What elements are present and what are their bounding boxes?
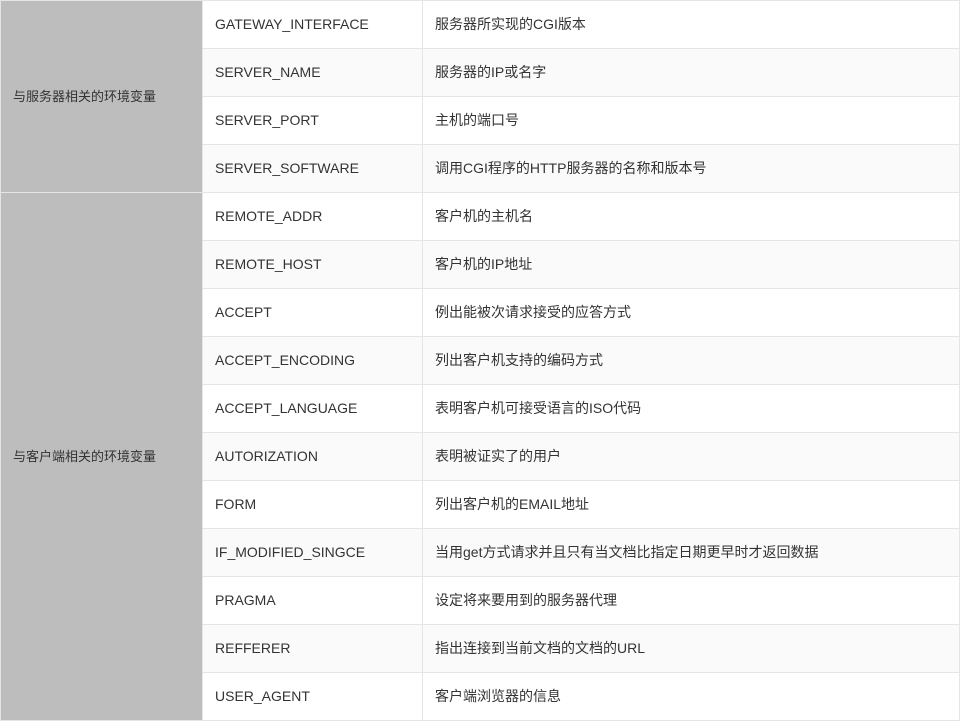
group-cell: 与客户端相关的环境变量 bbox=[1, 193, 203, 721]
variable-cell: REMOTE_HOST bbox=[203, 241, 423, 289]
variable-cell: SERVER_PORT bbox=[203, 97, 423, 145]
variable-cell: ACCEPT bbox=[203, 289, 423, 337]
variable-cell: SERVER_NAME bbox=[203, 49, 423, 97]
variable-cell: PRAGMA bbox=[203, 577, 423, 625]
description-cell: 调用CGI程序的HTTP服务器的名称和版本号 bbox=[423, 145, 960, 193]
description-cell: 服务器的IP或名字 bbox=[423, 49, 960, 97]
description-cell: 主机的端口号 bbox=[423, 97, 960, 145]
description-cell: 例出能被次请求接受的应答方式 bbox=[423, 289, 960, 337]
description-cell: 服务器所实现的CGI版本 bbox=[423, 1, 960, 49]
variable-cell: ACCEPT_LANGUAGE bbox=[203, 385, 423, 433]
description-cell: 客户端浏览器的信息 bbox=[423, 673, 960, 721]
description-cell: 列出客户机支持的编码方式 bbox=[423, 337, 960, 385]
variable-cell: FORM bbox=[203, 481, 423, 529]
variable-cell: REFFERER bbox=[203, 625, 423, 673]
env-variables-table: 与服务器相关的环境变量GATEWAY_INTERFACE服务器所实现的CGI版本… bbox=[0, 0, 960, 721]
description-cell: 列出客户机的EMAIL地址 bbox=[423, 481, 960, 529]
variable-cell: ACCEPT_ENCODING bbox=[203, 337, 423, 385]
variable-cell: GATEWAY_INTERFACE bbox=[203, 1, 423, 49]
description-cell: 当用get方式请求并且只有当文档比指定日期更早时才返回数据 bbox=[423, 529, 960, 577]
variable-cell: USER_AGENT bbox=[203, 673, 423, 721]
description-cell: 设定将来要用到的服务器代理 bbox=[423, 577, 960, 625]
group-cell: 与服务器相关的环境变量 bbox=[1, 1, 203, 193]
description-cell: 表明被证实了的用户 bbox=[423, 433, 960, 481]
description-cell: 指出连接到当前文档的文档的URL bbox=[423, 625, 960, 673]
description-cell: 客户机的IP地址 bbox=[423, 241, 960, 289]
variable-cell: AUTORIZATION bbox=[203, 433, 423, 481]
env-table-body: 与服务器相关的环境变量GATEWAY_INTERFACE服务器所实现的CGI版本… bbox=[1, 1, 960, 721]
variable-cell: SERVER_SOFTWARE bbox=[203, 145, 423, 193]
description-cell: 客户机的主机名 bbox=[423, 193, 960, 241]
table-row: 与服务器相关的环境变量GATEWAY_INTERFACE服务器所实现的CGI版本 bbox=[1, 1, 960, 49]
table-row: 与客户端相关的环境变量REMOTE_ADDR客户机的主机名 bbox=[1, 193, 960, 241]
variable-cell: REMOTE_ADDR bbox=[203, 193, 423, 241]
variable-cell: IF_MODIFIED_SINGCE bbox=[203, 529, 423, 577]
description-cell: 表明客户机可接受语言的ISO代码 bbox=[423, 385, 960, 433]
